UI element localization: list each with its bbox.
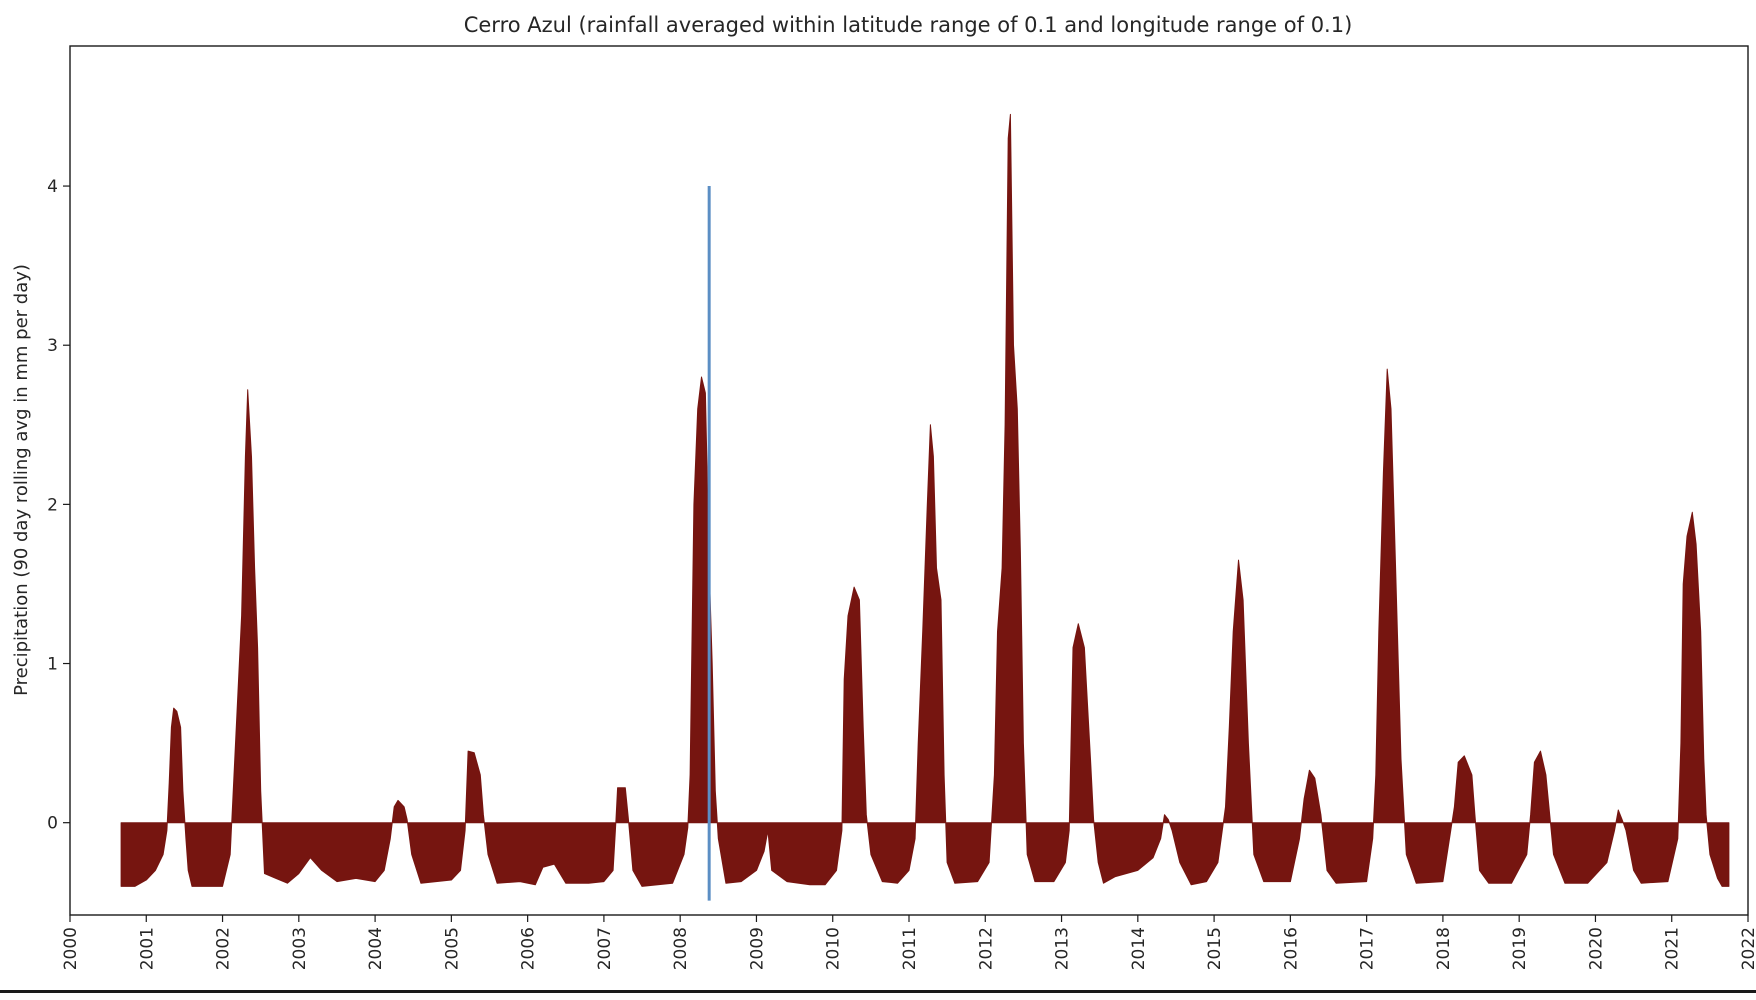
y-tick-label-4: 4 (47, 177, 58, 197)
x-tick-label-2020: 2020 (1586, 927, 1606, 970)
area-layer (120, 113, 1730, 887)
x-tick-label-2010: 2010 (824, 927, 844, 970)
x-tick-label-2007: 2007 (595, 927, 615, 970)
x-tick-label-2019: 2019 (1510, 927, 1530, 970)
bottom-rule (0, 990, 1756, 993)
x-tick-label-2001: 2001 (137, 927, 157, 970)
x-tick-label-2018: 2018 (1434, 927, 1454, 970)
y-tick-label-1: 1 (47, 655, 58, 675)
x-axis: 2000 2001 2002 2003 2004 2005 2006 2007 2008 2009… (61, 915, 1756, 970)
x-tick-label-2000: 2000 (61, 927, 81, 970)
y-tick-label-3: 3 (47, 336, 58, 356)
x-tick-label-2016: 2016 (1281, 927, 1301, 970)
x-tick-label-2014: 2014 (1129, 927, 1149, 970)
x-tick-label-2011: 2011 (900, 927, 920, 970)
x-tick-label-2021: 2021 (1663, 927, 1683, 970)
x-tick-label-2006: 2006 (519, 927, 539, 970)
x-tick-label-2015: 2015 (1205, 927, 1225, 970)
x-tick-label-2002: 2002 (214, 927, 234, 970)
x-tick-label-2004: 2004 (366, 927, 386, 970)
x-tick-label-2009: 2009 (747, 927, 767, 970)
x-tick-label-2012: 2012 (976, 927, 996, 970)
precipitation-area-series-0 (120, 113, 1730, 887)
x-tick-label-2008: 2008 (671, 927, 691, 970)
y-tick-label-2: 2 (47, 495, 58, 515)
x-tick-label-2017: 2017 (1358, 927, 1378, 970)
x-tick-label-2022: 2022 (1739, 927, 1756, 970)
y-axis: 0 1 2 3 4 (47, 177, 70, 834)
x-tick-label-2005: 2005 (442, 927, 462, 970)
x-tick-label-2013: 2013 (1053, 927, 1073, 970)
chart-title: Cerro Azul (rainfall averaged within lat… (464, 13, 1353, 37)
y-tick-label-0: 0 (47, 814, 58, 834)
y-axis-label: Precipitation (90 day rolling avg in mm … (11, 264, 32, 696)
x-tick-label-2003: 2003 (290, 927, 310, 970)
